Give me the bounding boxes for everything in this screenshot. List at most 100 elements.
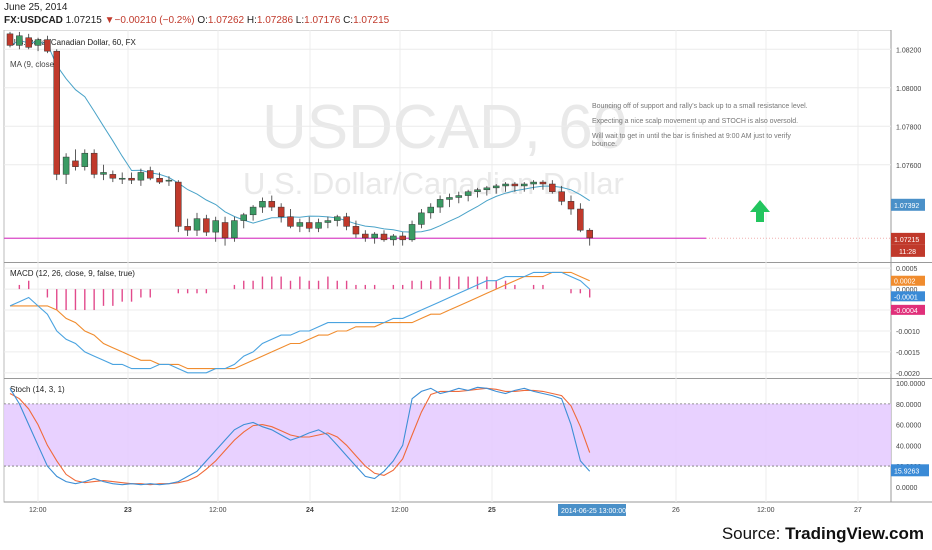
candle (343, 212, 350, 231)
candle (362, 230, 369, 242)
candle (268, 195, 276, 211)
candle (324, 216, 332, 229)
macd-tick-label: -0.0015 (896, 350, 920, 357)
ma-indicator-label: MA (9, close) (10, 60, 57, 69)
candle-body (147, 170, 154, 179)
price-change: −0.00210 (−0.2%) (114, 15, 195, 26)
candle (380, 230, 388, 242)
candle (184, 218, 191, 236)
candle (399, 232, 406, 246)
analysis-note-line: Bouncing off of support and rally's back… (592, 103, 808, 110)
price-tag (891, 198, 925, 211)
price-tick-label: 1.07600 (896, 163, 921, 170)
candle-body (343, 216, 350, 227)
stoch-tick-label: 100.0000 (896, 381, 925, 388)
candle (90, 149, 98, 179)
candle-body (268, 201, 276, 208)
candle (549, 180, 556, 194)
crosshair-time-label: 2014-06-25 13:00:00 (561, 508, 626, 515)
low-value: 1.07176 (304, 15, 341, 26)
candle (474, 187, 481, 198)
candle (249, 205, 257, 221)
macd-value-tag (891, 291, 925, 302)
candle-body (362, 233, 369, 239)
change-down-arrow-icon: ▼ (104, 15, 115, 26)
candle-body (492, 185, 500, 189)
candle (16, 31, 23, 50)
high-label: H: (246, 15, 257, 26)
analysis-note-line: Will wait to get in until the bar is fin… (592, 133, 791, 140)
candle-body (380, 233, 388, 241)
watermark-name: U.S. Dollar/Canadian Dollar (243, 166, 624, 201)
candle-body (352, 226, 360, 235)
bar-countdown: 11:28 (899, 249, 916, 256)
candle-body (334, 216, 341, 221)
candle-body (436, 199, 444, 208)
candle-body (418, 212, 425, 225)
countdown-tag (891, 244, 925, 257)
candle-body (390, 235, 397, 241)
candle (287, 209, 294, 229)
candle-body (118, 177, 126, 180)
candle (118, 172, 126, 184)
macd-signal-line (10, 271, 590, 370)
candle-body (324, 220, 332, 223)
price-tag (891, 232, 925, 245)
candle-body (6, 33, 14, 46)
candle-body (184, 226, 191, 231)
candle (455, 191, 463, 204)
moving-average-line (9, 40, 590, 233)
candle-body (539, 181, 547, 185)
candle (315, 218, 322, 233)
candle (408, 220, 416, 242)
candle (221, 216, 229, 246)
candle-body (287, 216, 294, 227)
macd-pane-title: MACD (12, 26, close, 9, false, true) (10, 269, 135, 278)
macd-line (9, 271, 591, 374)
candle-body (586, 229, 593, 239)
candle-body (109, 174, 117, 179)
price-tick-label: 1.08000 (896, 86, 921, 93)
candle (464, 189, 472, 202)
candle-body (165, 179, 173, 182)
chart-date: June 25, 2014 (4, 2, 68, 13)
watermark-symbol: USDCAD, 60 (262, 93, 627, 162)
candle (193, 212, 201, 236)
candle (137, 168, 145, 186)
candle-body (249, 206, 257, 216)
analysis-note: Expecting a nice scalp movement up and S… (592, 118, 798, 125)
candle-body (549, 183, 556, 192)
stoch-tick-label: 60.0000 (896, 423, 921, 430)
candle-body (16, 35, 23, 46)
source-credit: Source: TradingView.com (722, 524, 924, 544)
time-tick-label: 26 (672, 507, 680, 514)
candle-body (399, 235, 406, 241)
stoch-pane-title: Stoch (14, 3, 1) (10, 385, 65, 394)
open-label: O: (197, 15, 208, 26)
candle-body (446, 197, 453, 200)
time-tick-label: 12:00 (29, 507, 47, 514)
candle (539, 180, 547, 190)
candle (390, 234, 397, 246)
candle-body (203, 218, 210, 233)
macd-value-tag (891, 304, 925, 315)
candle (128, 172, 135, 184)
macd-tick-label: -0.0020 (896, 371, 920, 378)
candle (44, 35, 51, 54)
candle (72, 149, 79, 171)
candle (436, 195, 444, 213)
stoch-tick-label: 0.0000 (896, 485, 918, 492)
price-tag-label: 1.07392 (894, 203, 919, 210)
candle-body (315, 222, 322, 229)
trading-chart[interactable]: USDCAD, 60 U.S. Dollar/Canadian Dollar 1.0… (0, 30, 932, 520)
candle-body (212, 220, 219, 233)
candle (305, 216, 313, 233)
open-value: 1.07262 (207, 15, 245, 26)
candle (147, 166, 154, 181)
price-pane-title: U.S. Dollar/Canadian Dollar, 60, FX (10, 38, 137, 47)
candle (100, 164, 107, 181)
stoch-value-tag (891, 464, 929, 477)
candle-body (427, 206, 434, 214)
green-up-arrow-icon (750, 200, 770, 222)
candle-body (193, 218, 201, 231)
